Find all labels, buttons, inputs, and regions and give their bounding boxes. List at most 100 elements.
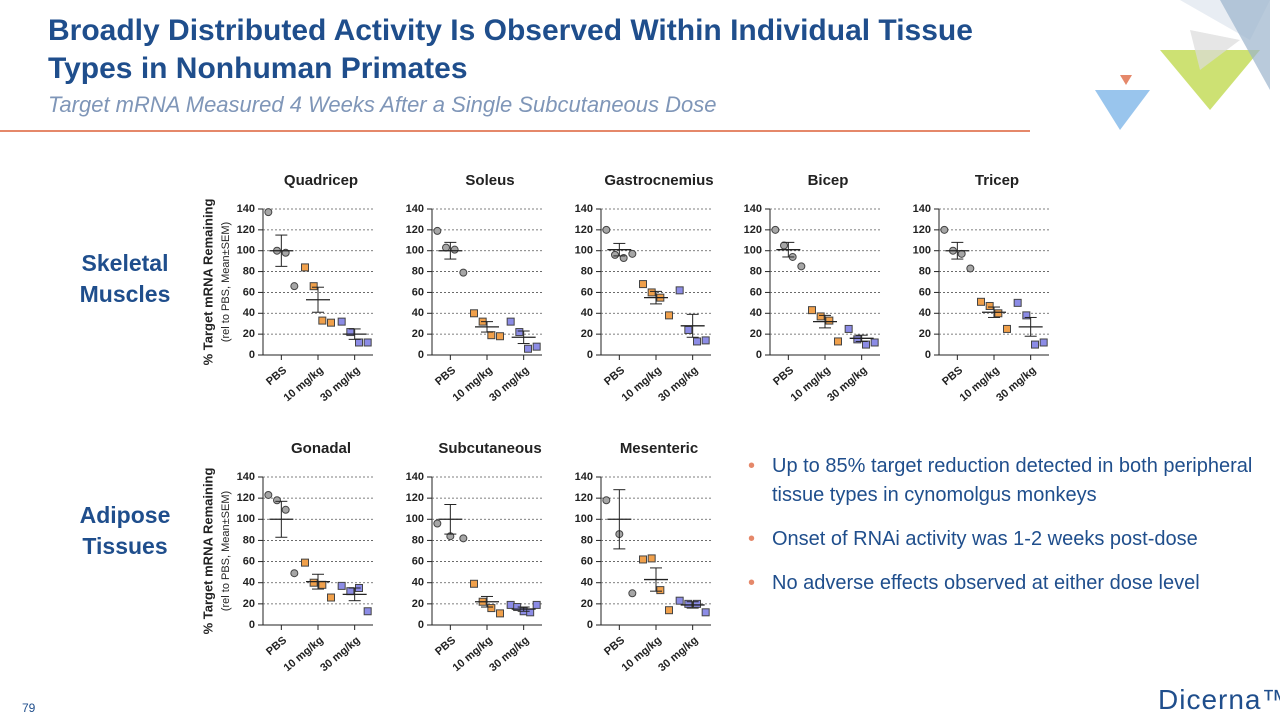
x-tick-label: PBS <box>602 634 627 658</box>
bullet: No adverse effects observed at either do… <box>748 569 1268 598</box>
data-point <box>639 555 647 564</box>
x-tick-label: 10 mg/kg <box>620 364 664 404</box>
y-tick-label: 100 <box>575 513 593 525</box>
y-tick-label: 60 <box>581 555 593 567</box>
data-point <box>940 225 949 234</box>
chart-title: Gonadal <box>291 440 351 457</box>
y-tick-label: 60 <box>919 286 931 298</box>
data-point <box>487 604 496 613</box>
y-tick-label: 140 <box>575 471 593 483</box>
row-label: Adipose Tissues <box>79 502 171 559</box>
y-tick-label: 0 <box>587 349 593 361</box>
data-point <box>281 505 290 514</box>
chart-title: Gastrocnemius <box>604 172 713 189</box>
data-point <box>433 226 442 235</box>
data-point <box>309 578 318 587</box>
y-tick-label: 20 <box>919 328 931 340</box>
y-tick-label: 40 <box>581 307 593 319</box>
data-point <box>487 331 496 340</box>
y-tick-label: 40 <box>581 577 593 589</box>
y-tick-label: 20 <box>243 328 255 340</box>
y-tick-label: 100 <box>744 245 762 257</box>
x-tick-label: PBS <box>602 364 627 388</box>
chart-title: Soleus <box>465 172 514 189</box>
data-point <box>665 311 673 320</box>
data-point <box>506 317 515 326</box>
y-tick-label: 100 <box>913 245 931 257</box>
data-point <box>853 335 862 344</box>
y-tick-label: 100 <box>406 513 424 525</box>
y-tick-label: 0 <box>925 349 931 361</box>
x-tick-label: 30 mg/kg <box>656 634 700 674</box>
y-tick-label: 140 <box>406 471 424 483</box>
y-tick-label: 80 <box>919 265 931 277</box>
data-point <box>780 241 788 250</box>
x-tick-label: 30 mg/kg <box>994 364 1038 404</box>
y-tick-label: 60 <box>412 286 424 298</box>
chart-title: Subcutaneous <box>438 440 541 457</box>
x-tick-label: 30 mg/kg <box>318 364 362 404</box>
x-tick-label: PBS <box>264 364 289 388</box>
x-tick-label: PBS <box>433 634 458 658</box>
logo: Dicerna™ <box>1158 684 1280 715</box>
y-tick-label: 120 <box>406 224 424 236</box>
y-tick-label: 20 <box>412 328 424 340</box>
x-tick-label: 10 mg/kg <box>620 634 664 674</box>
chart-title: Quadricep <box>284 172 358 189</box>
data-point <box>693 599 701 608</box>
data-point <box>602 225 611 234</box>
x-tick-label: 30 mg/kg <box>825 364 869 404</box>
data-point <box>771 225 780 234</box>
data-point <box>701 608 710 617</box>
data-point <box>870 338 879 347</box>
y-tick-label: 120 <box>744 224 762 236</box>
data-point <box>977 297 985 306</box>
data-point <box>675 286 684 295</box>
data-point <box>693 337 701 346</box>
y-tick-label: 0 <box>249 349 255 361</box>
x-tick-label: 30 mg/kg <box>656 364 700 404</box>
data-point <box>363 607 372 616</box>
data-point <box>506 600 515 609</box>
data-point <box>675 596 684 605</box>
slide-title: Broadly Distributed Activity Is Observed… <box>48 14 973 85</box>
data-point <box>290 569 299 578</box>
data-point <box>264 208 273 217</box>
chart-title: Tricep <box>975 172 1019 189</box>
data-point <box>834 337 842 346</box>
data-point <box>470 309 478 318</box>
y-tick-label: 120 <box>575 224 593 236</box>
x-tick-label: 30 mg/kg <box>318 634 362 674</box>
data-point <box>639 280 647 289</box>
data-point <box>628 589 637 598</box>
y-tick-label: 80 <box>412 265 424 277</box>
y-axis-label: % Target mRNA Remaining <box>200 199 215 366</box>
data-point <box>337 581 346 590</box>
y-tick-label: 80 <box>243 265 255 277</box>
row-label: Skeletal Muscles <box>79 250 171 307</box>
y-tick-label: 140 <box>237 471 255 483</box>
slide-subtitle: Target mRNA Measured 4 Weeks After a Sin… <box>48 92 717 117</box>
data-point <box>602 496 611 505</box>
data-point <box>808 306 816 315</box>
y-tick-label: 40 <box>412 577 424 589</box>
data-point <box>515 328 524 337</box>
x-tick-label: 10 mg/kg <box>789 364 833 404</box>
y-tick-label: 80 <box>581 534 593 546</box>
y-tick-label: 120 <box>406 492 424 504</box>
y-tick-label: 40 <box>919 307 931 319</box>
y-tick-label: 100 <box>237 513 255 525</box>
bullet: Onset of RNAi activity was 1-2 weeks pos… <box>748 525 1268 554</box>
chart-title: Bicep <box>808 172 849 189</box>
y-axis-note: (rel to PBS, Mean±SEM) <box>220 222 232 342</box>
data-point <box>844 324 853 333</box>
y-tick-label: 0 <box>756 349 762 361</box>
data-point <box>1031 340 1039 349</box>
x-tick-label: 10 mg/kg <box>451 634 495 674</box>
data-point <box>532 600 541 609</box>
y-tick-label: 140 <box>913 203 931 215</box>
y-tick-label: 40 <box>243 577 255 589</box>
y-tick-label: 40 <box>750 307 762 319</box>
data-point <box>450 245 459 254</box>
y-tick-label: 120 <box>913 224 931 236</box>
